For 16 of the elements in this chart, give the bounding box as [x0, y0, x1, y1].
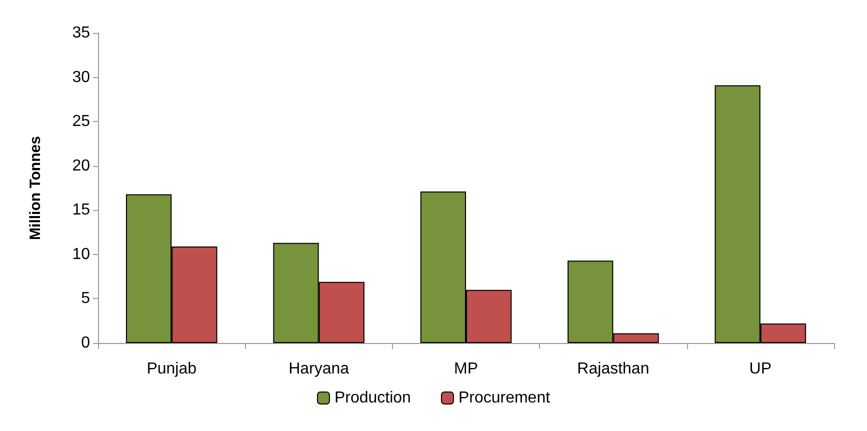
y-tick-label: 35 [72, 24, 90, 42]
y-tick-label: 30 [72, 68, 90, 86]
legend-label: Production [334, 390, 411, 406]
x-tick-label: UP [749, 360, 772, 378]
x-tick-label: Rajasthan [577, 360, 650, 378]
x-tick-label: Haryana [288, 360, 350, 378]
y-tick-label: 0 [81, 334, 90, 352]
y-tick-label: 15 [72, 202, 90, 219]
x-tick-label: Punjab [146, 360, 197, 378]
y-tick-label: 10 [72, 246, 90, 263]
y-tick-label: 20 [72, 157, 90, 174]
legend-label: Procurement [458, 390, 551, 406]
y-tick-label: 5 [81, 290, 90, 308]
x-tick-label: MP [454, 360, 478, 378]
y-axis-title: Million Tonnes [27, 136, 44, 240]
y-tick-label: 25 [72, 113, 90, 130]
